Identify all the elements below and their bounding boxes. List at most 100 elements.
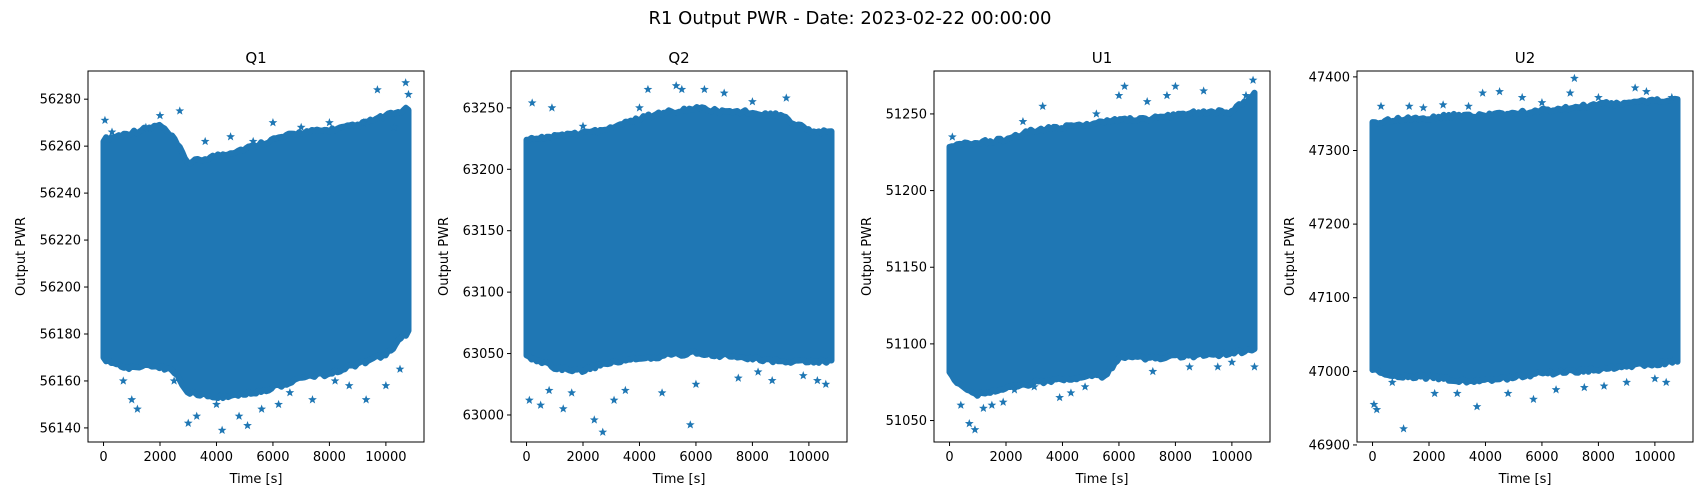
scatter-point	[544, 385, 554, 395]
scatter-point	[200, 136, 210, 146]
scatter-point	[1250, 362, 1259, 371]
x-tick-label: 6000	[256, 450, 289, 465]
y-tick-label: 56220	[40, 234, 81, 249]
scatter-point-cloud	[523, 104, 835, 375]
x-tick-label: 4000	[200, 450, 233, 465]
plot-frame	[87, 70, 425, 443]
scatter-point	[1114, 90, 1124, 100]
subplot-title: Q2	[668, 49, 689, 67]
y-tick-label: 47400	[1309, 70, 1350, 85]
scatter-point	[671, 81, 681, 90]
scatter-point	[1517, 92, 1527, 102]
x-tick-label: 8000	[1159, 450, 1192, 465]
scatter-point	[812, 375, 822, 385]
x-tick-label: 0	[522, 450, 530, 465]
x-tick-label: 6000	[679, 450, 712, 465]
scatter-point	[1650, 374, 1660, 383]
scatter-point	[1570, 73, 1579, 83]
scatter-point-cloud	[100, 104, 412, 402]
subplot-title: Q1	[245, 49, 266, 67]
scatter-point	[100, 115, 110, 125]
scatter-point	[1464, 101, 1473, 111]
scatter-point	[798, 371, 808, 380]
x-tick-label: 6000	[1102, 450, 1135, 465]
y-tick-label: 56240	[40, 187, 81, 202]
scatter-point	[1503, 388, 1513, 398]
scatter-point	[598, 427, 608, 436]
y-tick-label: 47300	[1309, 144, 1350, 159]
subplot-u2: U2 0 2000 4000 6000 8000 10000 46900 47000 47100…	[1283, 49, 1694, 487]
scatter-point	[1642, 87, 1651, 96]
scatter-point	[1018, 116, 1028, 126]
scatter-point	[998, 397, 1008, 406]
y-tick-label: 51250	[886, 107, 927, 122]
scatter-point	[401, 78, 411, 87]
y-tick-label: 56180	[40, 327, 81, 342]
scatter-point	[558, 404, 568, 413]
scatter-point	[285, 388, 295, 397]
scatter-point	[1452, 388, 1462, 398]
scatter-point	[1622, 377, 1632, 387]
y-tick-label: 63200	[463, 163, 504, 178]
x-tick-label: 10000	[1211, 450, 1252, 465]
scatter-point	[691, 379, 701, 388]
scatter-point	[361, 395, 371, 404]
y-tick-label: 47100	[1309, 291, 1350, 306]
subplot-q1: Q1 0 2000 4000 6000 8000 10000 56140 56160 56180…	[14, 49, 425, 487]
y-tick-label: 56140	[40, 421, 81, 436]
scatter-point	[1248, 75, 1258, 84]
scatter-point	[155, 111, 165, 120]
scatter-point	[677, 84, 687, 94]
scatter-point	[1661, 377, 1671, 387]
y-tick-label: 63250	[463, 101, 504, 116]
scatter-point	[1227, 357, 1237, 366]
x-tick-label: 10000	[788, 450, 829, 465]
scatter-point	[964, 419, 974, 428]
x-tick-label: 8000	[313, 450, 346, 465]
scatter-point	[118, 376, 128, 385]
y-axis-label: Output PWR	[437, 217, 452, 296]
subplot-title: U1	[1092, 49, 1113, 67]
scatter-point	[1387, 377, 1397, 387]
scatter-point	[192, 411, 202, 420]
y-tick-label: 63050	[463, 347, 504, 362]
x-axis-label: Time [s]	[229, 472, 283, 487]
scatter-point	[248, 136, 258, 146]
scatter-point	[381, 381, 391, 390]
subplot-title: U2	[1515, 49, 1536, 67]
x-tick-label: 8000	[736, 450, 769, 465]
scatter-point	[1478, 88, 1488, 97]
scatter-point	[578, 121, 588, 130]
scatter-point	[1142, 97, 1152, 106]
scatter-point	[127, 395, 137, 404]
scatter-point	[547, 103, 557, 112]
scatter-point	[1430, 388, 1440, 398]
subplot-u1: U1 0 2000 4000 6000 8000 10000 51050 51100 51150…	[860, 49, 1271, 487]
x-tick-label: 2000	[989, 450, 1022, 465]
x-tick-label: 0	[945, 450, 953, 465]
scatter-point	[643, 84, 653, 94]
scatter-point	[1404, 101, 1414, 111]
scatter-point	[1038, 101, 1048, 110]
y-tick-label: 47200	[1309, 218, 1350, 233]
scatter-point	[1213, 362, 1223, 371]
x-tick-label: 2000	[566, 450, 599, 465]
scatter-point	[1529, 394, 1538, 404]
scatter-point-cloud	[1369, 95, 1681, 386]
x-tick-label: 6000	[1525, 450, 1558, 465]
y-axis-label: Output PWR	[1283, 217, 1298, 296]
x-tick-label: 4000	[1469, 450, 1502, 465]
x-tick-label: 2000	[143, 450, 176, 465]
scatter-point	[748, 97, 757, 106]
scatter-point	[1091, 109, 1101, 118]
scatter-point	[107, 127, 117, 136]
scatter-point	[1579, 382, 1589, 392]
x-tick-label: 10000	[365, 450, 406, 465]
scatter-point	[1418, 103, 1428, 112]
y-tick-label: 51150	[886, 261, 927, 276]
scatter-point	[1162, 90, 1172, 100]
scatter-point	[781, 93, 791, 102]
scatter-point	[257, 404, 267, 413]
scatter-point	[395, 364, 405, 373]
figure-suptitle: R1 Output PWR - Date: 2023-02-22 00:00:0…	[648, 8, 1051, 29]
